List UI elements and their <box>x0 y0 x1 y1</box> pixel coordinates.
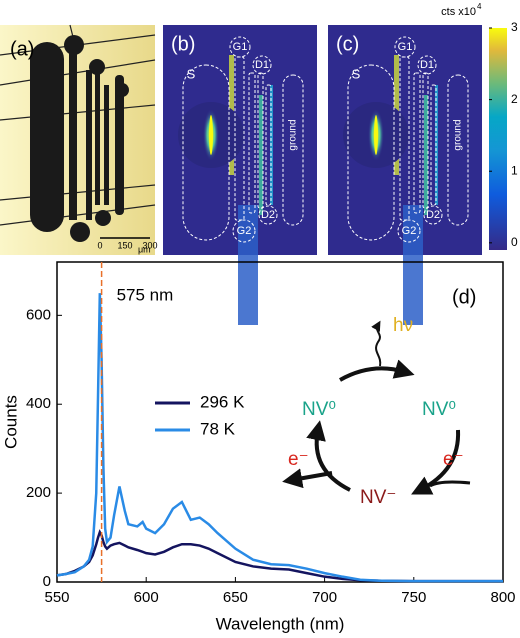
plot-frame <box>56 261 504 583</box>
panel-letter: (d) <box>452 286 476 308</box>
map-label: G2 <box>237 225 252 237</box>
map-label: ground <box>453 119 464 150</box>
colorbar-tick-label: 3 <box>511 20 518 34</box>
colorbar-tick-label: 2 <box>511 92 518 106</box>
outline <box>447 74 469 226</box>
micrograph <box>0 25 155 255</box>
y-tick-label: 0 <box>43 573 51 590</box>
arrow <box>339 359 415 382</box>
y-axis-label: Counts <box>1 395 20 449</box>
scale-label: 300 <box>142 240 157 250</box>
map-label: D2 <box>261 209 275 221</box>
map-label: ground <box>288 119 299 150</box>
outline <box>257 72 264 209</box>
map-label: D1 <box>255 59 269 71</box>
x-tick-label: 750 <box>401 589 426 606</box>
outline <box>252 55 272 75</box>
emission-streak <box>238 205 258 325</box>
scale-unit: μm <box>138 244 151 254</box>
spot-core <box>209 115 213 155</box>
x-tick-label: 700 <box>312 589 337 606</box>
spectrum-chart: 550 600 650 700 750 800 0 200 400 600 Wavelength (… <box>1 261 516 633</box>
outline <box>430 84 437 206</box>
map-label: G2 <box>402 225 417 237</box>
electron-label: e⁻ <box>288 449 309 470</box>
outline <box>282 74 304 226</box>
colorbar-gradient <box>489 28 507 250</box>
emission-streak <box>403 205 423 325</box>
map-label: G1 <box>233 41 248 53</box>
y-tick-label: 400 <box>26 395 51 412</box>
x-tick-label: 550 <box>44 589 69 606</box>
state-label: NV⁻ <box>360 487 396 508</box>
x-axis-label: Wavelength (nm) <box>216 614 345 633</box>
outline <box>232 219 256 243</box>
map-label: D2 <box>426 209 440 221</box>
arrow <box>282 468 333 489</box>
outline <box>417 55 437 75</box>
photon <box>371 320 382 367</box>
outline <box>265 84 272 206</box>
scale-label: 0 <box>97 240 102 250</box>
arrow <box>429 480 471 488</box>
outline <box>413 72 421 214</box>
outline <box>397 219 421 243</box>
outline <box>422 72 429 209</box>
outline <box>258 205 278 225</box>
x-tick-label: 600 <box>134 589 159 606</box>
outline <box>399 56 410 221</box>
electron-label: e⁻ <box>443 449 464 470</box>
colorbar-label: cts x10 <box>441 6 476 18</box>
outline <box>423 205 443 225</box>
colorbar-exponent: 4 <box>477 2 482 11</box>
panel-letter: (c) <box>336 33 359 55</box>
emission-streak <box>424 95 428 215</box>
x-tick-label: 800 <box>490 589 515 606</box>
scale-label: 150 <box>117 240 132 250</box>
legend-label: 296 K <box>200 392 245 411</box>
colorbar: 0 1 2 3 cts x10 4 <box>441 2 518 250</box>
colorbar-tick-label: 1 <box>511 163 518 177</box>
emission-streak <box>259 95 263 215</box>
state-label: NV⁰ <box>422 399 456 420</box>
panel-c: S G1 D1 D2 G2 ground (c) <box>328 25 482 325</box>
arrow <box>306 420 351 492</box>
spot-core <box>374 115 378 155</box>
arrow <box>411 429 461 495</box>
panel-b: S G1 D1 D2 G2 ground (b) <box>163 25 317 325</box>
y-tick-label: 200 <box>26 484 51 501</box>
outline <box>182 64 230 241</box>
spectrum-line <box>56 293 503 583</box>
outline <box>347 64 395 241</box>
panel-letter: (a) <box>10 38 34 60</box>
colorbar-tick-label: 0 <box>511 235 518 249</box>
map-label: D1 <box>420 59 434 71</box>
outline <box>248 72 256 214</box>
map-label: S <box>352 66 361 81</box>
photon-label: hν <box>393 315 413 336</box>
legend-label: 78 K <box>200 419 236 438</box>
cycle-diagram <box>282 320 471 495</box>
annotation-label: 575 nm <box>117 285 174 304</box>
map-label: G1 <box>398 41 413 53</box>
outline <box>234 56 245 221</box>
state-label: NV⁰ <box>302 399 336 420</box>
spectrum-line <box>56 529 503 583</box>
panel-letter: (b) <box>171 33 195 55</box>
map-label: S <box>187 66 196 81</box>
x-tick-label: 650 <box>223 589 248 606</box>
y-tick-label: 600 <box>26 306 51 323</box>
